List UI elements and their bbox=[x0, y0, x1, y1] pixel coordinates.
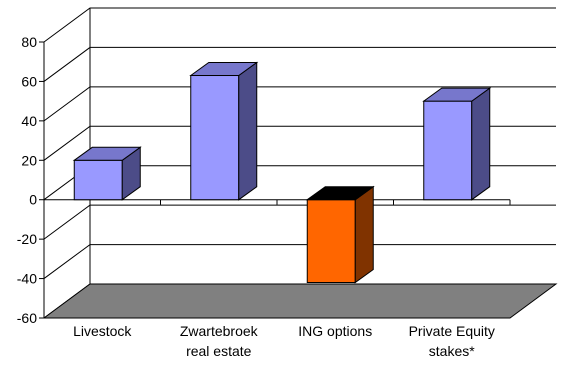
bar-top bbox=[72, 146, 142, 161]
y-tick-label: -20 bbox=[17, 231, 37, 247]
y-tick-label: 60 bbox=[21, 73, 37, 89]
x-category-label: Zwartebroek real estate bbox=[180, 323, 259, 359]
y-tick-labels: 80 60 40 20 0 -20 -40 -60 bbox=[17, 34, 37, 326]
y-tick-label: 80 bbox=[21, 34, 37, 50]
chart-floor bbox=[42, 283, 558, 319]
bar-side bbox=[471, 87, 491, 201]
bar bbox=[305, 185, 375, 284]
gridline bbox=[43, 7, 556, 43]
y-tick-label: 20 bbox=[21, 152, 37, 168]
bar bbox=[189, 61, 259, 201]
x-category-label-line: Livestock bbox=[73, 323, 132, 339]
x-category-label: ING options bbox=[298, 323, 372, 339]
bar-side bbox=[354, 185, 374, 284]
gridline bbox=[43, 46, 556, 82]
gridline bbox=[43, 244, 556, 279]
bar bbox=[72, 146, 142, 201]
y-tick-label: 40 bbox=[21, 113, 37, 129]
x-category-label-line: Private Equity bbox=[409, 323, 495, 339]
x-category-label-line: ING options bbox=[298, 323, 372, 339]
floor-plane bbox=[42, 283, 558, 319]
x-category-label-line: real estate bbox=[186, 343, 252, 359]
bars bbox=[72, 61, 492, 284]
x-category-label-line: stakes* bbox=[429, 343, 475, 359]
gridline bbox=[43, 204, 556, 240]
bar-top bbox=[189, 62, 259, 77]
y-tick-label: 0 bbox=[29, 192, 37, 208]
bar bbox=[422, 87, 492, 201]
bar-front bbox=[423, 100, 473, 201]
bar-front bbox=[190, 75, 240, 201]
bar-front bbox=[73, 159, 123, 201]
bar-side bbox=[238, 61, 258, 201]
bar-top bbox=[305, 186, 375, 201]
x-category-labels: Livestock Zwartebroek real estate ING optio… bbox=[73, 323, 495, 359]
bar-top bbox=[422, 87, 492, 102]
x-category-label: Livestock bbox=[73, 323, 132, 339]
x-category-label-line: Zwartebroek bbox=[180, 323, 259, 339]
y-tick-label: -60 bbox=[17, 310, 37, 326]
bar-front bbox=[306, 199, 356, 284]
y-tick-label: -40 bbox=[17, 271, 37, 287]
x-category-label: Private Equity stakes* bbox=[409, 323, 495, 359]
